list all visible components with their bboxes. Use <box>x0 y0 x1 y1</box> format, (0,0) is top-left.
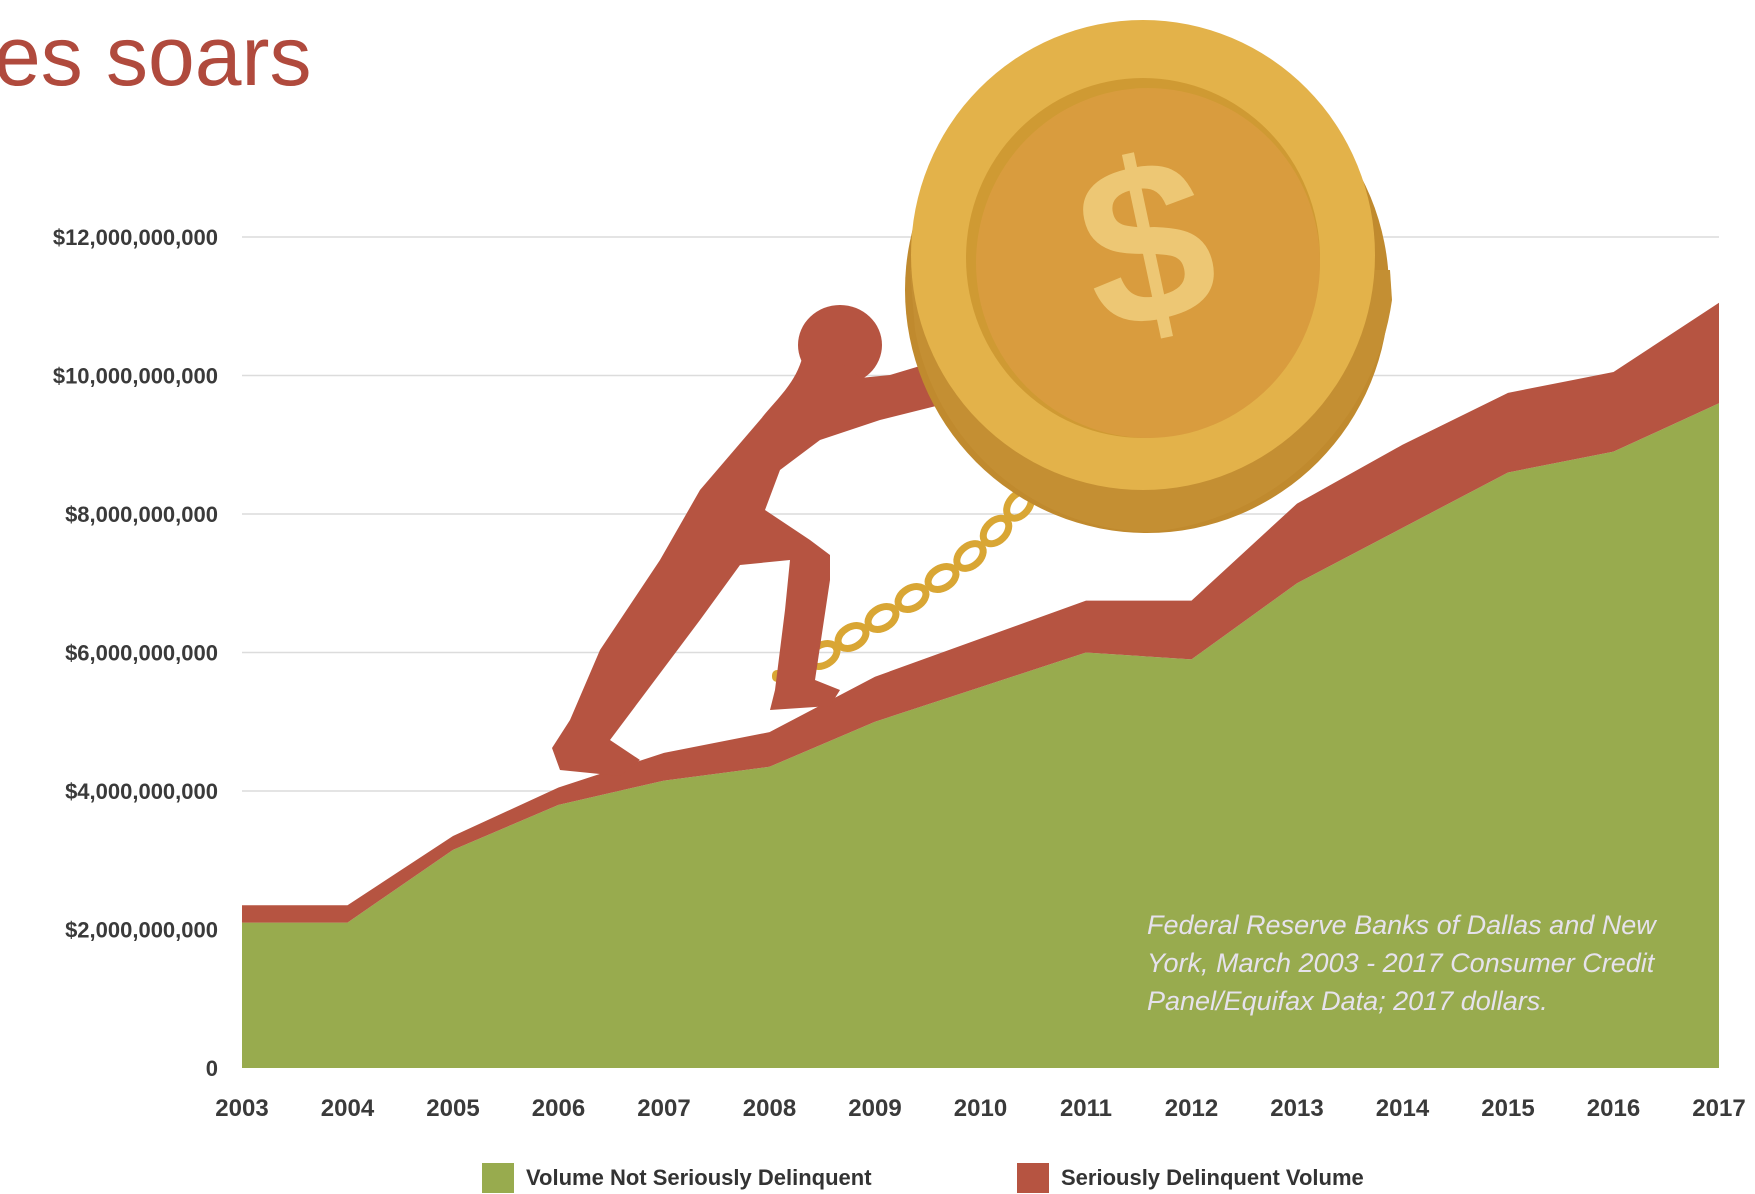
y-tick-label: $4,000,000,000 <box>65 779 218 804</box>
source-note: Federal Reserve Banks of Dallas and New … <box>1147 910 1656 1016</box>
x-tick-label: 2008 <box>743 1095 796 1122</box>
x-tick-label: 2013 <box>1270 1095 1323 1122</box>
x-tick-label: 2006 <box>532 1095 585 1122</box>
x-axis-tick-labels: 2003 2004 2005 2006 2007 2008 2009 2010 2011 2012… <box>215 1095 1745 1122</box>
x-tick-label: 2005 <box>426 1095 479 1122</box>
y-axis-tick-labels: 0 $2,000,000,000 $4,000,000,000 $6,000,000,… <box>53 225 218 1081</box>
x-tick-label: 2009 <box>848 1095 901 1122</box>
x-tick-label: 2012 <box>1165 1095 1218 1122</box>
area-series-not-delinquent <box>242 403 1719 1068</box>
y-tick-label: $12,000,000,000 <box>53 225 218 250</box>
x-tick-label: 2004 <box>321 1095 375 1122</box>
x-tick-label: 2003 <box>215 1095 268 1122</box>
page-title: es soars <box>0 9 312 103</box>
x-tick-label: 2017 <box>1692 1095 1745 1122</box>
dollar-coin-icon: $ <box>905 20 1392 533</box>
legend-label: Volume Not Seriously Delinquent <box>526 1165 872 1190</box>
legend-swatch-red <box>1017 1163 1049 1193</box>
y-tick-label: $6,000,000,000 <box>65 641 218 666</box>
legend-swatch-green <box>482 1163 514 1193</box>
x-tick-label: 2010 <box>954 1095 1007 1122</box>
x-tick-label: 2014 <box>1376 1095 1430 1122</box>
legend-item-seriously-delinquent: Seriously Delinquent Volume <box>1017 1162 1364 1194</box>
x-tick-label: 2007 <box>637 1095 690 1122</box>
x-tick-label: 2015 <box>1481 1095 1534 1122</box>
x-tick-label: 2011 <box>1060 1095 1112 1122</box>
x-tick-label: 2016 <box>1587 1095 1640 1122</box>
legend-item-not-delinquent: Volume Not Seriously Delinquent <box>482 1162 872 1194</box>
y-tick-label: $8,000,000,000 <box>65 502 218 527</box>
sisyphus-pushing-dollar-coin-illustration: $ <box>552 20 1392 776</box>
y-tick-label: $10,000,000,000 <box>53 364 218 389</box>
legend-label: Seriously Delinquent Volume <box>1061 1165 1364 1190</box>
area-series <box>242 302 1719 1068</box>
y-tick-label: $2,000,000,000 <box>65 918 218 943</box>
y-tick-label: 0 <box>206 1056 218 1081</box>
